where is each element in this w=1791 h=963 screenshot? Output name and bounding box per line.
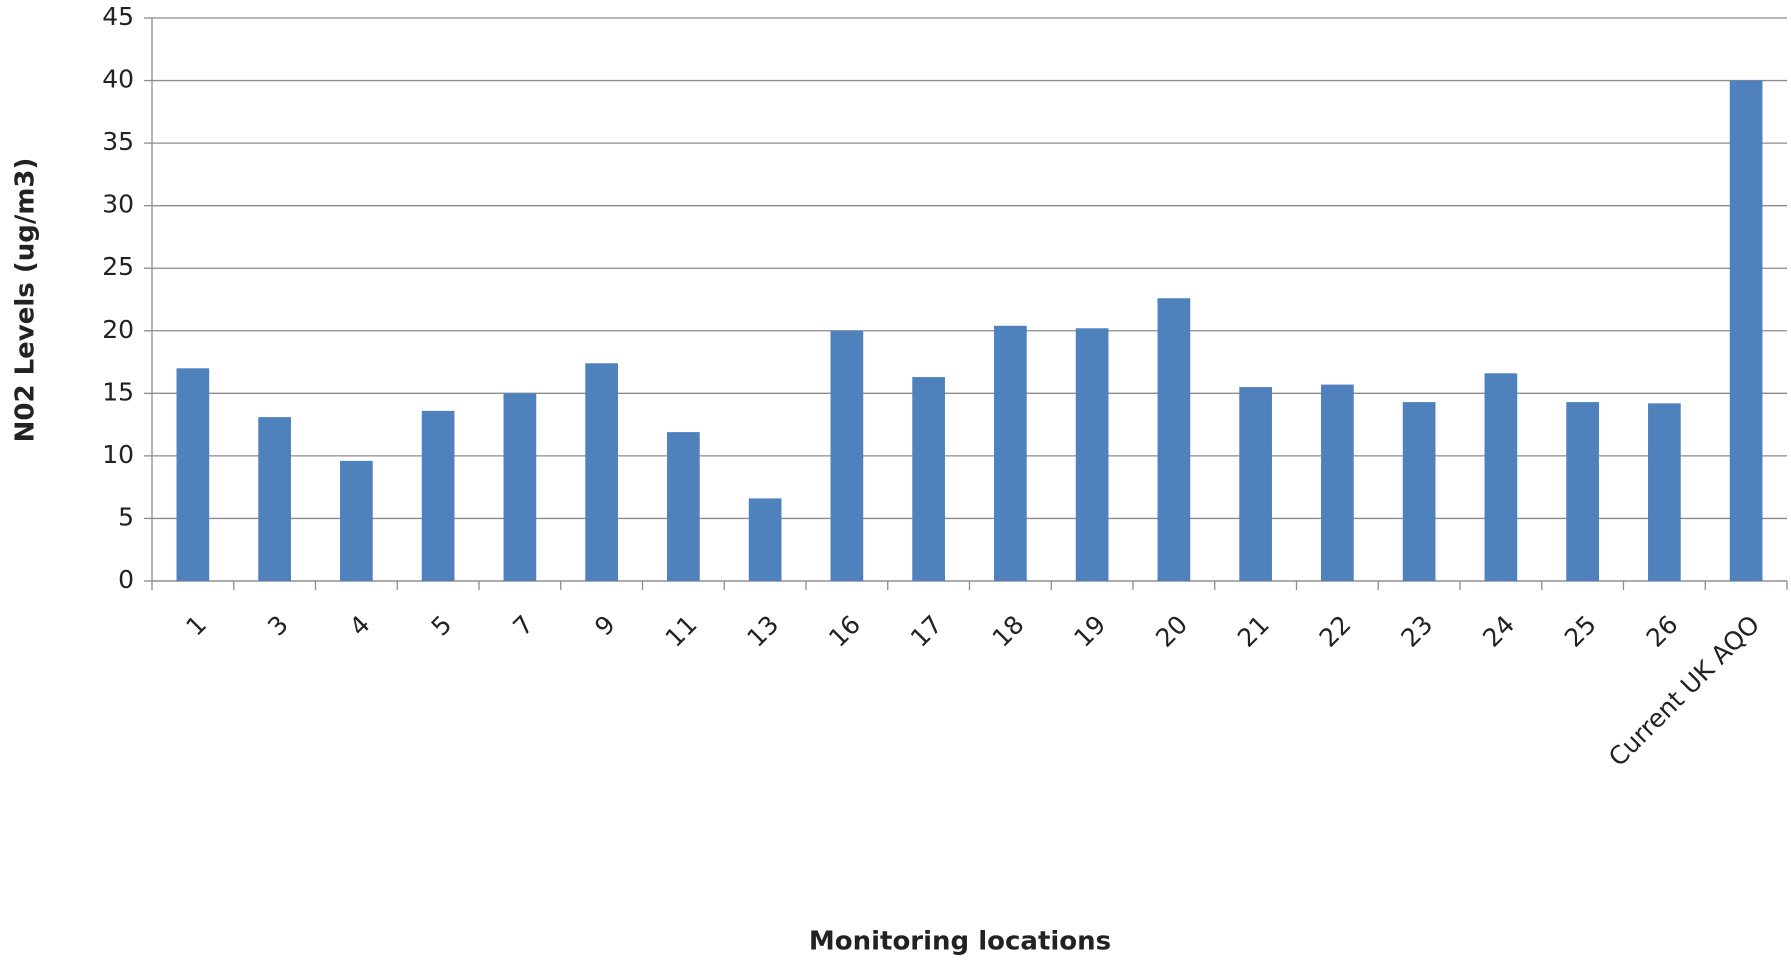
bar bbox=[912, 377, 945, 581]
bar bbox=[421, 410, 455, 581]
x-axis-title: Monitoring locations bbox=[809, 927, 1111, 957]
y-tick-label: 40 bbox=[102, 65, 134, 94]
bar bbox=[1321, 384, 1354, 581]
x-tick-label: 13 bbox=[741, 610, 784, 653]
x-tick-label: 21 bbox=[1232, 610, 1275, 653]
bar bbox=[258, 417, 291, 581]
bar bbox=[176, 368, 210, 581]
x-tick-label: 20 bbox=[1150, 610, 1193, 653]
x-tick-label: 18 bbox=[987, 610, 1030, 653]
x-tick-label: 9 bbox=[589, 610, 621, 642]
bar bbox=[585, 363, 618, 581]
x-tick-label: 23 bbox=[1395, 610, 1438, 653]
bar bbox=[1566, 402, 1599, 581]
x-tick-label: 25 bbox=[1559, 610, 1602, 653]
bar bbox=[1729, 80, 1763, 582]
bar bbox=[994, 325, 1027, 581]
y-tick-label: 10 bbox=[102, 440, 134, 469]
x-tick-label: 22 bbox=[1314, 610, 1357, 653]
bar bbox=[1402, 402, 1436, 581]
x-tick-label: 24 bbox=[1477, 610, 1520, 653]
x-tick-label: 5 bbox=[426, 610, 458, 642]
y-tick-label: 45 bbox=[102, 2, 134, 31]
bar bbox=[1484, 373, 1518, 581]
x-tick-label: 16 bbox=[823, 610, 866, 653]
y-tick-label: 35 bbox=[102, 127, 134, 156]
x-tick-label: 19 bbox=[1068, 610, 1111, 653]
bar bbox=[830, 330, 864, 581]
bar bbox=[1075, 328, 1109, 581]
x-tick-label: 1 bbox=[180, 610, 212, 642]
x-tick-label: 11 bbox=[660, 610, 703, 653]
x-tick-label: 3 bbox=[262, 610, 294, 642]
y-tick-label: 5 bbox=[118, 502, 134, 531]
bar bbox=[1648, 403, 1681, 581]
bar bbox=[1239, 387, 1272, 581]
x-tick-label: 17 bbox=[905, 610, 948, 653]
y-axis-title: N02 Levels (ug/m3) bbox=[11, 158, 41, 443]
y-tick-label: 0 bbox=[118, 565, 134, 594]
bar bbox=[748, 498, 782, 581]
bar bbox=[340, 460, 373, 581]
x-tick-label: 4 bbox=[344, 610, 376, 642]
bar bbox=[667, 432, 700, 581]
y-tick-label: 30 bbox=[102, 190, 134, 219]
bar bbox=[1157, 298, 1191, 581]
y-tick-label: 20 bbox=[102, 315, 134, 344]
x-tick-label: Current UK AQO bbox=[1603, 610, 1765, 772]
y-tick-label: 15 bbox=[102, 377, 134, 406]
x-tick-label: 26 bbox=[1641, 610, 1684, 653]
bar bbox=[503, 393, 537, 581]
y-tick-label: 25 bbox=[102, 252, 134, 281]
x-tick-label: 7 bbox=[507, 610, 539, 642]
